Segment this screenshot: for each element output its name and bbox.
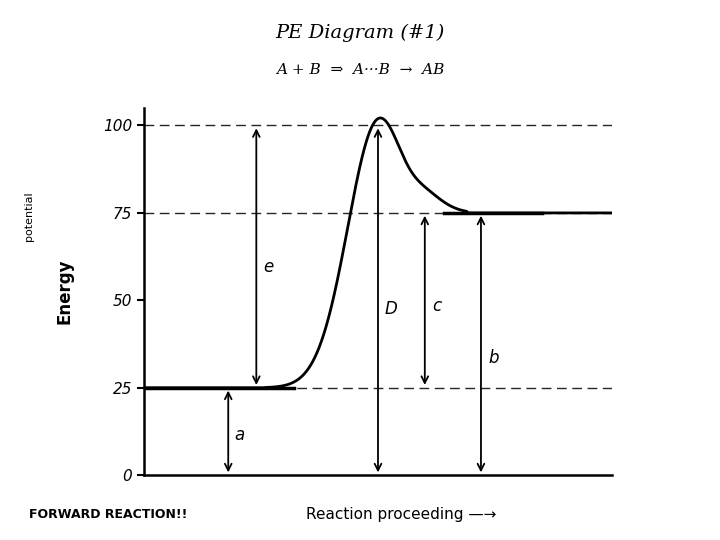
Text: b: b	[488, 349, 498, 367]
Text: a: a	[234, 426, 244, 444]
Text: A + B  ⇒  A···B  →  AB: A + B ⇒ A···B → AB	[276, 63, 444, 77]
Text: Energy: Energy	[56, 259, 73, 325]
Text: e: e	[264, 258, 274, 276]
Text: FORWARD REACTION!!: FORWARD REACTION!!	[29, 508, 187, 522]
Text: Reaction proceeding —→: Reaction proceeding —→	[306, 507, 497, 522]
Text: c: c	[432, 297, 441, 315]
Text: D: D	[385, 300, 397, 319]
Text: PE Diagram (#1): PE Diagram (#1)	[275, 23, 445, 42]
Text: potential: potential	[24, 191, 34, 241]
